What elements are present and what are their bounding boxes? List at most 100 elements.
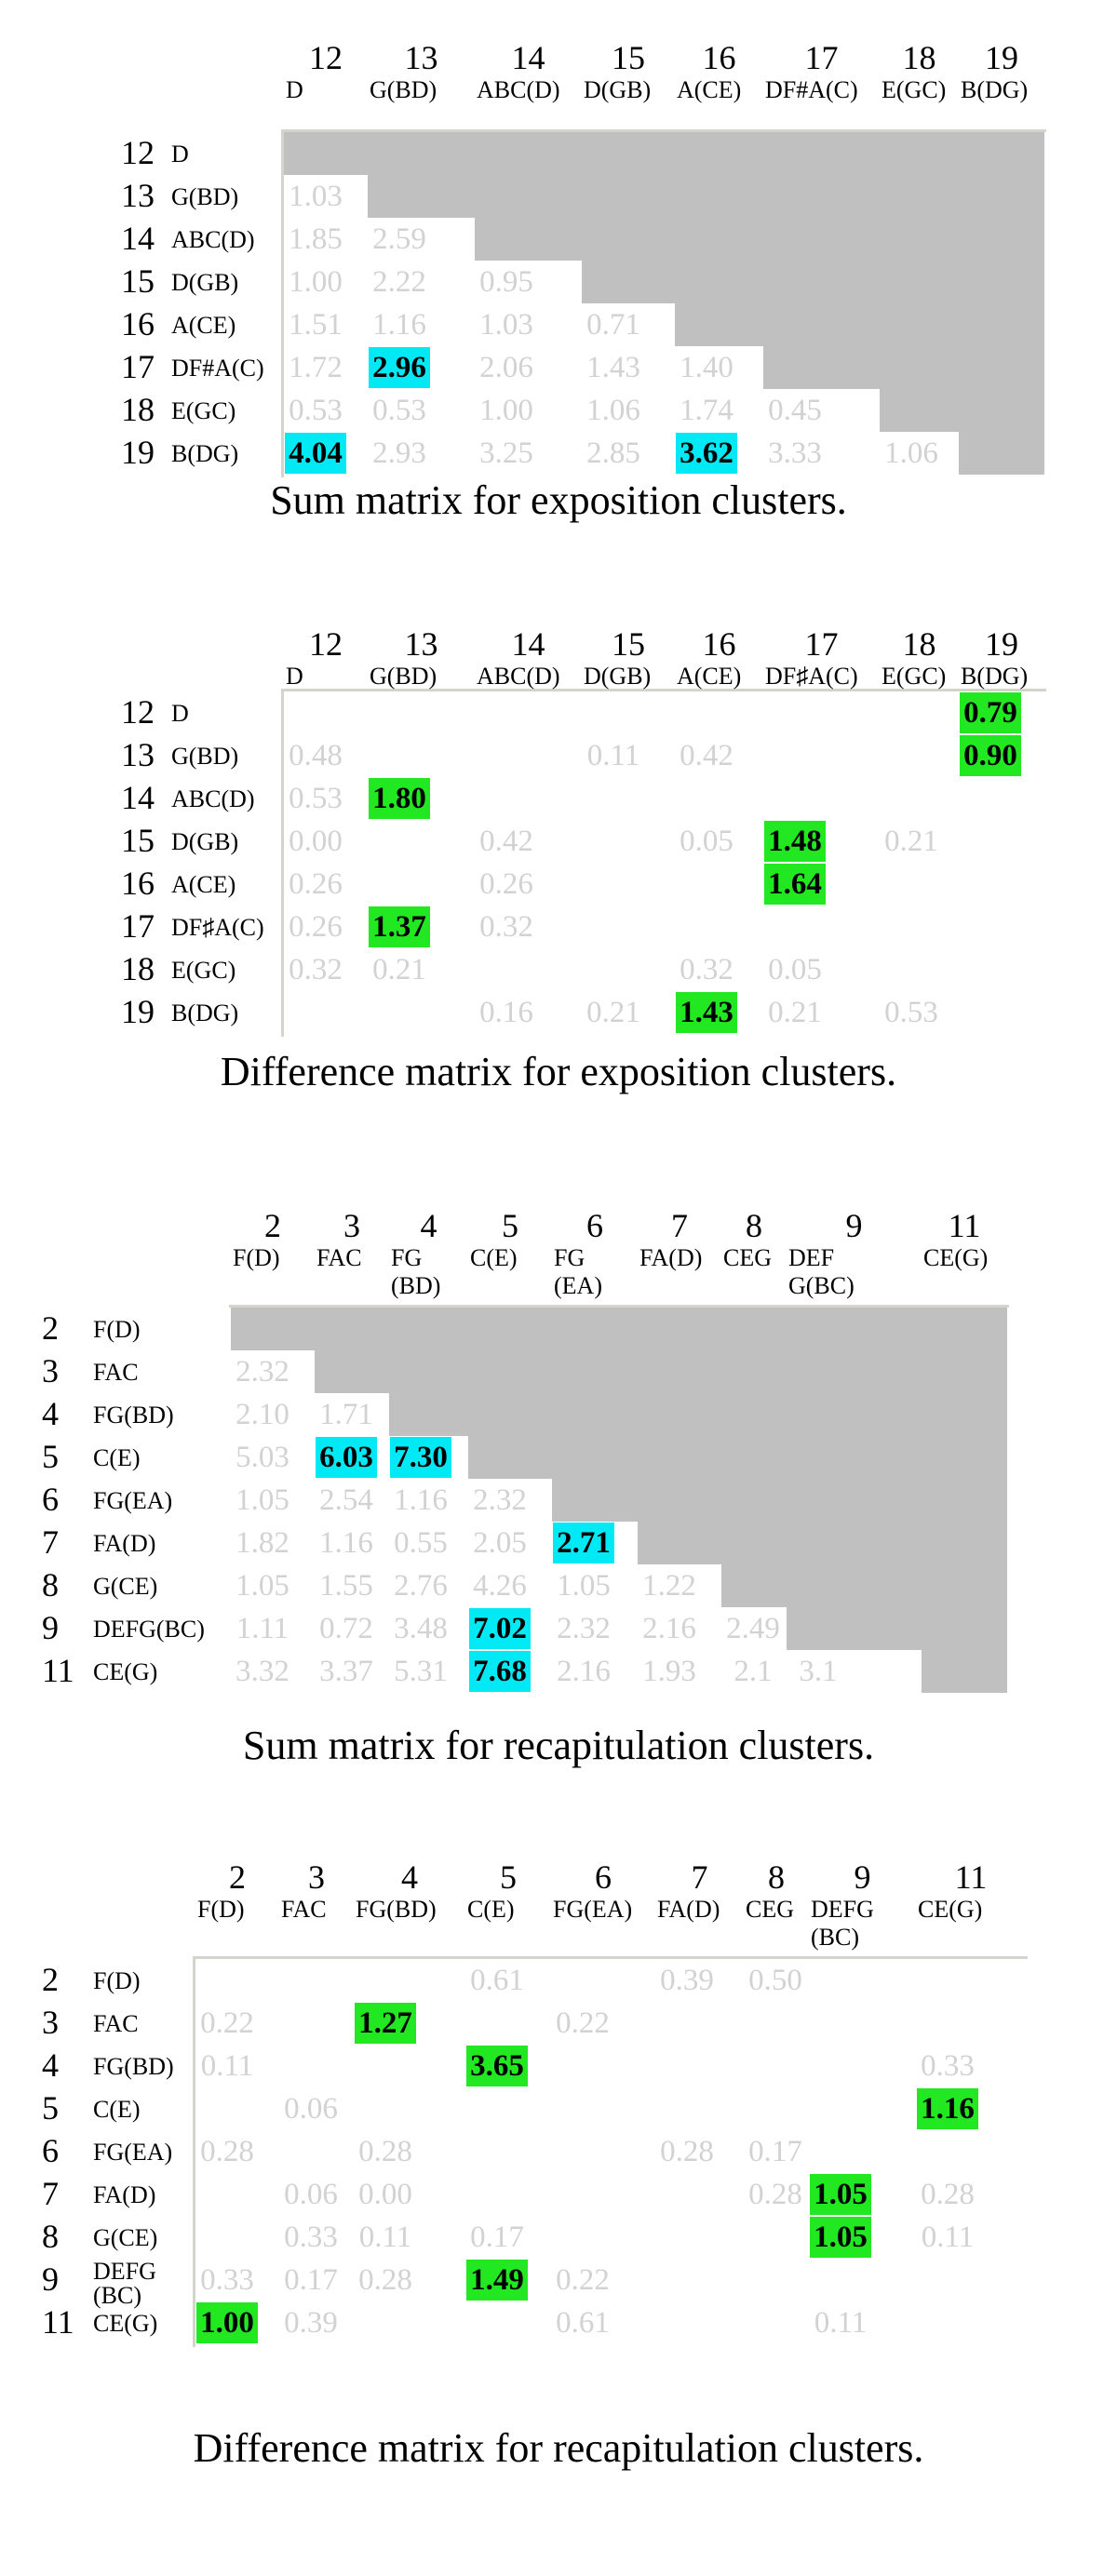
column-label: A(CE): [677, 76, 742, 103]
upper-triangle-fill: [638, 1522, 1007, 1564]
upper-triangle-fill: [284, 132, 1044, 175]
row-label: D: [171, 700, 189, 727]
cell-value: 3.1: [799, 1655, 838, 1688]
row-label: DF♯A(C): [171, 914, 264, 941]
cell-value: 1.74: [680, 394, 733, 427]
cell-value: 1.16: [394, 1483, 448, 1517]
row-label: D(GB): [171, 269, 239, 296]
cell-value: 0.28: [200, 2135, 254, 2168]
matrix-top-border: [194, 1956, 1028, 1959]
matrix-caption: Difference matrix for recapitulation clu…: [193, 2425, 924, 2471]
cell-value: 0.71: [586, 308, 640, 342]
cell-value: 0.22: [556, 2006, 610, 2040]
matrix-panel-m4: 2 F(D) 3 FAC 4 FG(BD) 5 C(E) 6 FG(EA) 7 FA(D) 8 CEG 9 D…: [0, 1847, 1117, 2489]
cell-value: 2.32: [557, 1612, 611, 1645]
cell-value: 0.11: [586, 739, 640, 772]
cell-value: 1.40: [680, 351, 733, 384]
cell-value: 1.05: [236, 1569, 289, 1603]
cell-value: 0.06: [284, 2178, 338, 2211]
row-number: 5: [42, 1438, 59, 1475]
row-number: 7: [42, 2175, 59, 2212]
column-number: 6: [586, 1207, 603, 1244]
column-label: G(BD): [370, 663, 437, 690]
column-number: 9: [854, 1858, 871, 1896]
row-number: 16: [121, 305, 155, 342]
cell-value: 0.05: [768, 953, 822, 986]
row-number: 14: [121, 220, 155, 257]
column-number: 12: [309, 625, 343, 663]
cell-value: 0.32: [479, 910, 533, 944]
column-label: D(GB): [584, 76, 652, 103]
upper-triangle-fill: [763, 346, 1044, 389]
cell-value: 1.93: [642, 1655, 696, 1688]
cell-value: 0.72: [319, 1612, 373, 1645]
highlighted-cell-value: 3.65: [466, 2046, 528, 2086]
cell-value: 0.11: [921, 2220, 975, 2254]
column-label: FG(EA): [553, 1896, 633, 1923]
column-number: 15: [612, 625, 645, 663]
cell-value: 0.28: [921, 2178, 975, 2211]
cell-value: 3.33: [768, 436, 822, 470]
column-number: 18: [902, 39, 936, 76]
row-label: A(CE): [171, 312, 236, 339]
highlighted-cell-value: 1.16: [917, 2088, 978, 2129]
upper-triangle-fill: [315, 1350, 1007, 1393]
matrix-panel-m3: 2 F(D) 3 FAC 4 FG (BD) 5 C(E) 6 FG (EA) 7 FA(D) 8 CEG 9 D…: [0, 1196, 1117, 1787]
row-label: D(GB): [171, 828, 239, 855]
cell-value: 0.21: [372, 953, 426, 986]
highlighted-cell-value: 7.30: [390, 1437, 451, 1478]
row-label: B(DG): [171, 440, 239, 467]
cell-value: 0.05: [680, 825, 733, 858]
row-number: 17: [121, 907, 155, 945]
row-number: 17: [121, 348, 155, 385]
column-label: CEG: [723, 1244, 772, 1271]
cell-value: 1.06: [586, 394, 640, 427]
cell-value: 2.16: [642, 1612, 696, 1645]
row-number: 12: [121, 134, 155, 171]
matrix-panel-m1: 12 D 13 G(BD) 14 ABC(D) 15 D(GB) 16 A(CE) 17 DF#A(C…: [0, 28, 1117, 542]
cell-value: 0.32: [289, 953, 343, 986]
cell-value: 0.21: [586, 996, 640, 1029]
column-label: DEF: [788, 1244, 835, 1271]
upper-triangle-fill: [922, 1650, 1007, 1693]
column-number: 14: [511, 39, 545, 76]
column-label: ABC(D): [477, 663, 560, 690]
column-label: ABC(D): [477, 76, 560, 103]
row-number: 5: [42, 2089, 59, 2127]
column-label: CEG: [746, 1896, 794, 1923]
row-number: 4: [42, 2046, 59, 2084]
row-label: G(BD): [171, 183, 239, 210]
cell-value: 1.00: [479, 394, 533, 427]
highlighted-cell-value: 1.05: [810, 2174, 871, 2215]
column-number: 8: [768, 1858, 785, 1896]
column-label: FA(D): [657, 1896, 720, 1923]
row-number: 15: [121, 262, 155, 300]
cell-value: 2.59: [372, 222, 426, 256]
cell-value: 2.49: [726, 1612, 780, 1645]
cell-value: 0.22: [556, 2263, 610, 2297]
cell-value: 1.85: [289, 222, 343, 256]
cell-value: 1.06: [884, 436, 938, 470]
row-number: 18: [121, 950, 155, 987]
matrix-top-border: [282, 689, 1046, 691]
cell-value: 5.03: [236, 1441, 289, 1474]
cell-value: 0.33: [921, 2049, 975, 2083]
column-label: C(E): [470, 1244, 518, 1271]
column-number: 8: [746, 1207, 762, 1244]
cell-value: 0.17: [748, 2135, 802, 2168]
highlighted-cell-value: 2.71: [553, 1523, 614, 1563]
matrix-caption: Sum matrix for recapitulation clusters.: [242, 1723, 875, 1768]
column-label: F(D): [233, 1244, 280, 1271]
column-label: E(GC): [881, 663, 947, 690]
upper-triangle-fill: [368, 175, 1044, 218]
column-label: (BC): [811, 1924, 859, 1951]
row-label: FA(D): [93, 1530, 156, 1557]
column-label: A(CE): [677, 663, 742, 690]
cell-value: 0.16: [479, 996, 533, 1029]
column-number: 19: [985, 625, 1018, 663]
upper-triangle-fill: [582, 261, 1044, 303]
row-label: CE(G): [93, 2310, 158, 2337]
matrix-panel-m2: 12 D 13 G(BD) 14 ABC(D) 15 D(GB) 16 A(CE) 17 DF♯A(C…: [0, 614, 1117, 1113]
column-label: FAC: [281, 1896, 327, 1923]
highlighted-cell-value: 2.96: [369, 347, 430, 388]
